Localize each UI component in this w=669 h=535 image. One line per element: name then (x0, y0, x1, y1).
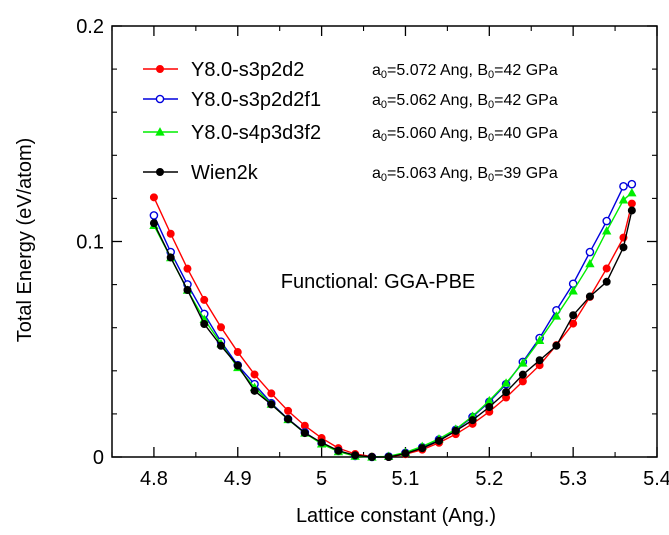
data-point (250, 370, 259, 379)
series-Wien2k (149, 206, 636, 461)
data-point (166, 229, 175, 238)
data-point (149, 193, 158, 202)
legend-marker (155, 127, 165, 136)
data-point (602, 216, 611, 226)
data-point (434, 436, 443, 445)
data-point (568, 286, 578, 295)
x-tick-label: 5 (316, 468, 327, 490)
x-axis-title: Lattice constant (Ang.) (296, 505, 496, 527)
data-point (518, 377, 527, 386)
legend-entry: Wien2k a0=5.063 Ang, B0=39 GPa (143, 162, 558, 184)
data-point (267, 389, 276, 398)
data-point (468, 416, 477, 425)
data-point (627, 179, 637, 189)
legend: Y8.0-s3p2d2 a0=5.072 Ang, B0=42 GPaY8.0-s… (143, 59, 558, 184)
x-tick-labels: 4.8 4.9 5 5.1 5.2 5.3 5.4 (140, 468, 669, 490)
y-tick-labels: 0 0.1 0.2 (76, 16, 104, 469)
data-point (569, 311, 578, 320)
legend-entry: Y8.0-s4p3d3f2 a0=5.060 Ang, B0=40 GPa (143, 122, 558, 144)
data-point (250, 386, 259, 395)
data-point (284, 406, 293, 415)
data-point (200, 295, 209, 304)
functional-annotation: Functional: GGA-PBE (281, 271, 476, 293)
data-point (334, 446, 343, 455)
data-point (535, 356, 544, 365)
series-line (153, 210, 633, 458)
series-line (153, 197, 633, 458)
series-line (153, 183, 633, 458)
data-point (619, 182, 628, 191)
data-point (618, 195, 629, 204)
data-point (551, 311, 562, 320)
legend-marker (155, 167, 164, 176)
legend-label: Y8.0-s3p2d2f1 (191, 89, 321, 111)
data-point (183, 264, 192, 273)
series-layer (149, 179, 637, 462)
legend-entry: Y8.0-s3p2d2 a0=5.072 Ang, B0=42 GPa (143, 59, 558, 81)
data-point (216, 341, 225, 350)
data-point (585, 258, 595, 268)
x-tick-label: 4.8 (140, 468, 168, 490)
data-point (418, 444, 427, 453)
y-tick-label: 0 (93, 447, 104, 469)
data-point (502, 388, 511, 397)
y-tick-label: 0.1 (76, 232, 104, 254)
series-Y8.0-s3p2d2f1 (149, 179, 637, 462)
data-point (602, 264, 611, 273)
legend-fit-info: a0=5.072 Ang, B0=42 GPa (372, 62, 558, 81)
data-point (351, 451, 360, 460)
data-point (602, 226, 612, 235)
x-tick-label: 5.3 (559, 468, 587, 490)
data-point (485, 403, 494, 412)
data-point (501, 378, 511, 387)
data-point (619, 243, 628, 252)
y-tick-label: 0.2 (76, 16, 104, 38)
data-point (284, 415, 293, 424)
data-point (585, 247, 595, 257)
data-point (317, 438, 326, 447)
data-point (216, 323, 225, 332)
data-point (602, 277, 611, 286)
data-point (233, 361, 242, 370)
data-point (367, 452, 376, 461)
y-axis-title: Total Energy (eV/atom) (14, 138, 36, 343)
x-tick-label: 5.2 (475, 468, 503, 490)
legend-label: Y8.0-s4p3d3f2 (191, 122, 321, 144)
data-point (267, 400, 276, 409)
x-tick-label: 4.9 (224, 468, 252, 490)
axis-ticks (111, 25, 658, 458)
data-point (200, 320, 209, 329)
data-point (149, 219, 158, 228)
data-point (233, 348, 242, 357)
data-point (552, 341, 561, 350)
series-Y8.0-s3p2d2 (149, 193, 636, 461)
data-point (149, 211, 159, 220)
data-point (518, 370, 527, 379)
series-line (153, 192, 633, 458)
data-point (627, 206, 636, 215)
data-point (518, 358, 528, 367)
data-point (569, 319, 578, 328)
legend-label: Y8.0-s3p2d2 (191, 59, 304, 81)
x-tick-label: 5.4 (643, 468, 669, 490)
data-point (300, 429, 309, 438)
data-point (534, 335, 545, 345)
legend-entry: Y8.0-s3p2d2f1 a0=5.062 Ang, B0=42 GPa (143, 89, 558, 111)
data-point (585, 292, 594, 301)
data-point (166, 253, 175, 262)
data-point (451, 426, 460, 435)
data-point (627, 187, 637, 197)
legend-fit-info: a0=5.060 Ang, B0=40 GPa (372, 125, 558, 144)
legend-label: Wien2k (191, 162, 259, 184)
legend-fit-info: a0=5.062 Ang, B0=42 GPa (372, 92, 558, 111)
legend-marker (155, 65, 164, 74)
legend-marker (155, 94, 165, 104)
legend-fit-info: a0=5.063 Ang, B0=39 GPa (372, 165, 558, 184)
data-point (183, 285, 192, 294)
data-point (627, 199, 636, 208)
data-point (384, 452, 393, 461)
data-point (401, 449, 410, 458)
x-tick-label: 5.1 (392, 468, 420, 490)
